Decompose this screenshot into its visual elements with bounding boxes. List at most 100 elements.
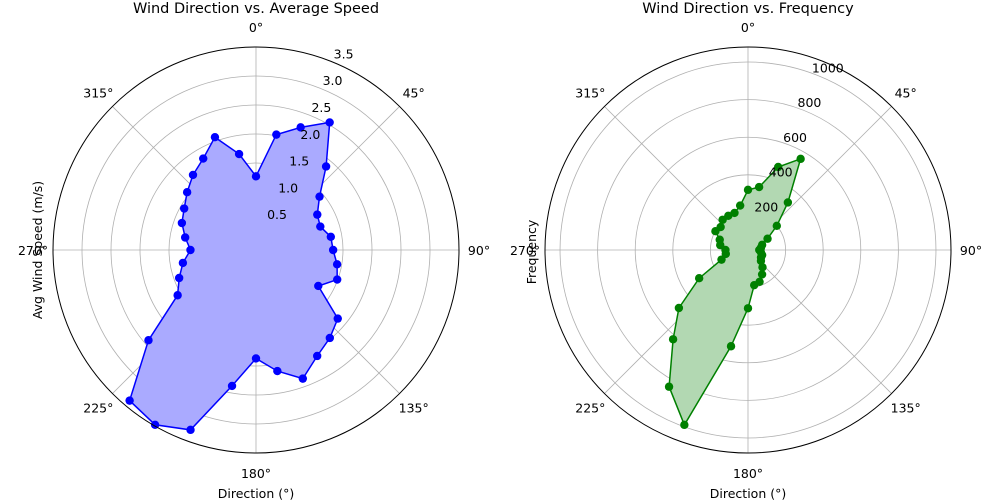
radial-tick-label: 200 [754, 199, 778, 214]
data-point [333, 314, 342, 323]
data-point [774, 162, 783, 172]
radial-tick-label: 800 [798, 95, 822, 110]
data-point [144, 336, 153, 345]
data-point [298, 374, 308, 383]
angle-tick-label: 135° [891, 401, 921, 416]
radial-tick-label: 600 [783, 130, 807, 145]
data-point [716, 222, 725, 232]
series-fill-area [129, 122, 338, 430]
data-point [668, 335, 678, 344]
data-point [272, 130, 281, 139]
angle-tick-label: 315° [83, 85, 113, 100]
angle-tick-label: 315° [575, 85, 605, 100]
radial-gridline [81, 75, 431, 425]
data-point [313, 210, 322, 219]
radial-gridline [559, 61, 937, 439]
angle-tick-label: 270° [18, 243, 48, 258]
chart-title: Wind Direction vs. Average Speed [133, 1, 379, 17]
angle-tick-label: 135° [399, 401, 429, 416]
data-point [326, 232, 336, 242]
data-point [125, 396, 134, 405]
data-point [333, 275, 342, 284]
data-point [754, 182, 764, 192]
data-point [730, 208, 739, 218]
chart-title: Wind Direction vs. Frequency [642, 1, 854, 17]
data-point [717, 255, 726, 264]
data-point [199, 154, 208, 163]
radial-tick-label: 1000 [812, 60, 844, 75]
data-point [251, 354, 261, 363]
radial-tick-label: 1.0 [278, 180, 298, 195]
radial-tick-label: 400 [769, 165, 793, 180]
data-point [772, 221, 781, 231]
angle-tick-label: 0° [741, 20, 755, 35]
data-point [796, 154, 805, 164]
angle-tick-label: 225° [575, 401, 605, 416]
data-point [332, 260, 342, 269]
angle-tick-label: 45° [895, 85, 917, 100]
x-axis-label: Direction (°) [218, 486, 294, 500]
data-point [174, 273, 184, 283]
angle-tick-label: 270° [510, 243, 540, 258]
radial-tick-label: 3.0 [323, 73, 343, 88]
data-point [680, 420, 689, 430]
data-point [724, 211, 733, 221]
data-point [186, 425, 195, 435]
data-point [735, 201, 745, 210]
radial-tick-label: 1.5 [289, 154, 309, 169]
data-point [273, 366, 282, 376]
data-point [783, 198, 793, 207]
data-point [328, 245, 338, 255]
radial-gridline [597, 99, 899, 401]
data-point [756, 256, 766, 266]
data-point [234, 149, 244, 159]
y-axis-label: Avg Wind Speed (m/s) [30, 181, 45, 319]
radial-tick-label: 3.5 [334, 46, 354, 61]
data-point [314, 281, 323, 291]
data-point [743, 185, 753, 195]
data-point [186, 245, 195, 255]
data-point [182, 188, 192, 197]
data-point [296, 123, 305, 132]
x-axis-label: Direction (°) [710, 486, 786, 500]
polar-frame [544, 46, 952, 454]
angular-gridline [747, 249, 892, 394]
data-point [726, 342, 736, 351]
angle-tick-label: 0° [249, 20, 263, 35]
data-point [694, 273, 704, 283]
radial-gridline [139, 133, 373, 367]
data-point [674, 303, 684, 313]
data-point [210, 132, 220, 142]
angle-tick-label: 45° [403, 85, 425, 100]
data-point [173, 291, 182, 300]
radial-gridline [634, 136, 862, 364]
angle-tick-label: 90° [960, 243, 982, 258]
radial-tick-label: 0.5 [267, 207, 287, 222]
data-point [179, 204, 189, 213]
data-point [325, 333, 335, 343]
chart-panel-2: 200 400 600 800 1000 0° 45° 90° 135° 180° 225° 270°… [510, 1, 982, 500]
data-point [321, 162, 331, 171]
data-point [188, 170, 198, 180]
polar-frame [52, 46, 460, 454]
data-point [743, 304, 753, 313]
data-point [750, 280, 759, 290]
data-point [227, 381, 237, 391]
series-fill-area [669, 158, 801, 425]
data-point [251, 172, 261, 181]
data-point [178, 258, 188, 268]
data-point [180, 233, 190, 242]
radial-tick-label: 2.5 [311, 100, 331, 115]
data-point [325, 118, 334, 127]
data-point [664, 382, 674, 391]
radial-tick-label: 2.0 [300, 127, 320, 142]
radial-gridline [672, 174, 824, 326]
y-axis-label: Frequency [524, 219, 539, 284]
chart-panel-1: 0.5 1.0 1.5 2.0 2.5 3.0 3.5 0° 45° 90° 135° 180° 225… [18, 1, 490, 500]
data-point [757, 270, 767, 279]
data-point [315, 192, 324, 201]
angle-tick-label: 90° [468, 243, 490, 258]
data-point [715, 235, 724, 244]
